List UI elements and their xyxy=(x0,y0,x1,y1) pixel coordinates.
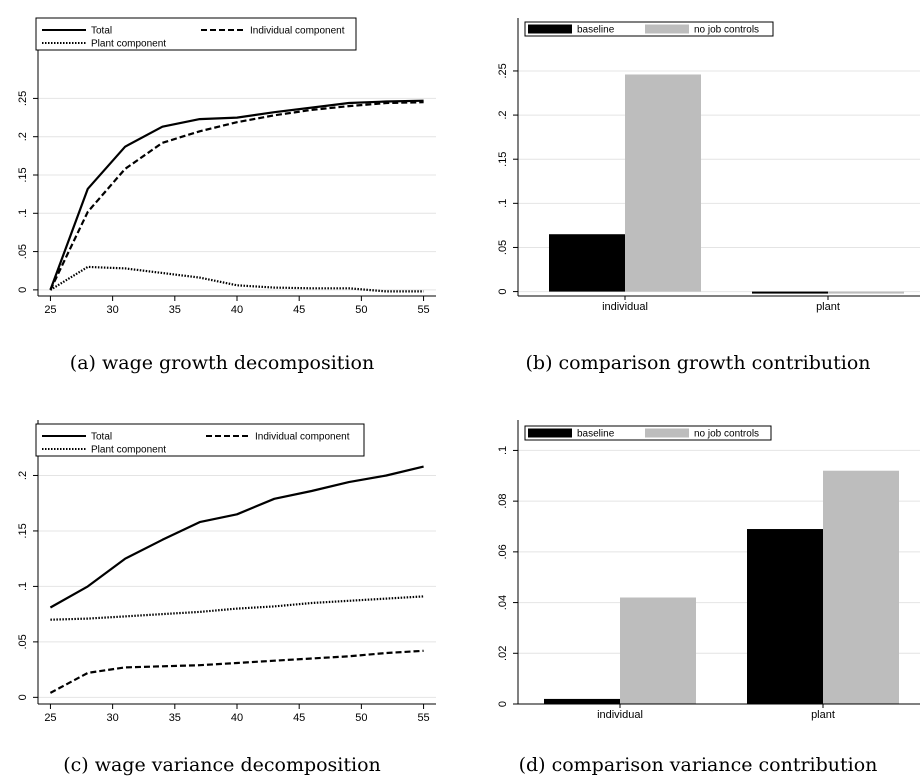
x-tick-label-a-6: 55 xyxy=(417,304,429,316)
x-tick-label-a-0: 25 xyxy=(44,304,56,316)
y-tick-label-b-2: .1 xyxy=(497,199,509,208)
y-tick-label-a-1: .05 xyxy=(17,244,29,259)
bar-d-plant-no-job-controls xyxy=(823,470,899,704)
legend-label-c-2: Plant component xyxy=(91,445,166,456)
y-tick-label-a-3: .15 xyxy=(17,167,29,182)
series-line-c-plant-component xyxy=(50,595,424,621)
x-tick-label-c-5: 50 xyxy=(355,712,367,724)
legend-swatch-d-1 xyxy=(645,428,689,438)
y-tick-label-a-5: .25 xyxy=(17,91,29,106)
bar-b-plant-no-job-controls xyxy=(828,291,904,294)
x-tick-label-c-1: 30 xyxy=(107,712,119,724)
x-tick-label-a-1: 30 xyxy=(107,304,119,316)
y-tick-label-d-2: .04 xyxy=(497,595,509,610)
panel-c-line-chart: 0 .05 .1 .15 .2 25 30 35 40 45 50 55 Total Individua… xyxy=(17,420,436,776)
y-tick-label-d-5: .1 xyxy=(497,446,509,455)
y-tick-label-c-1: .05 xyxy=(17,634,29,649)
legend-label-a-1: Individual component xyxy=(250,26,345,37)
panel-d-bar-chart: 0 .02 .04 .06 .08 .1 individual plant baseline n… xyxy=(497,420,920,776)
y-tick-label-d-1: .02 xyxy=(497,646,509,661)
x-tick-label-a-4: 45 xyxy=(293,304,305,316)
legend-label-b-0: baseline xyxy=(577,25,615,36)
y-tick-label-d-0: 0 xyxy=(497,701,509,707)
x-tick-label-c-0: 25 xyxy=(44,712,56,724)
x-tick-label-a-5: 50 xyxy=(355,304,367,316)
x-tick-label-c-4: 45 xyxy=(293,712,305,724)
series-line-a-total xyxy=(49,99,424,291)
legend-swatch-b-1 xyxy=(645,24,689,34)
y-tick-label-c-4: .2 xyxy=(17,471,29,480)
legend-c: Total Individual component Plant component xyxy=(35,423,365,457)
y-tick-label-c-2: .1 xyxy=(17,582,29,591)
y-tick-label-c-0: 0 xyxy=(17,694,29,700)
bar-b-individual-no-job-controls xyxy=(625,74,701,292)
series-line-c-total xyxy=(49,465,424,609)
y-tick-label-b-0: 0 xyxy=(497,289,509,295)
x-tick-label-c-2: 35 xyxy=(169,712,181,724)
legend-swatch-d-0 xyxy=(528,428,572,438)
legend-label-d-0: baseline xyxy=(577,429,615,440)
caption-d: (d) comparison variance contribution xyxy=(519,754,878,776)
legend-label-d-1: no job controls xyxy=(694,429,759,440)
y-tick-label-b-1: .05 xyxy=(497,240,509,255)
y-tick-label-b-3: .15 xyxy=(497,152,509,167)
bar-d-individual-no-job-controls xyxy=(620,597,696,704)
x-tick-label-d-0: individual xyxy=(597,709,643,721)
y-tick-label-c-3: .15 xyxy=(17,523,29,538)
y-tick-label-b-5: .25 xyxy=(497,63,509,78)
legend-a: Total Individual component Plant component xyxy=(35,17,357,51)
caption-b: (b) comparison growth contribution xyxy=(526,352,871,374)
series-line-a-plant-component xyxy=(49,265,424,293)
legend-label-c-0: Total xyxy=(91,432,112,443)
bar-b-plant-baseline xyxy=(752,291,828,294)
x-tick-label-b-1: plant xyxy=(816,301,840,313)
bar-d-plant-baseline xyxy=(747,529,823,704)
y-tick-label-d-3: .06 xyxy=(497,544,509,559)
x-tick-label-a-3: 40 xyxy=(231,304,243,316)
y-tick-label-a-4: .2 xyxy=(17,132,29,141)
legend-label-b-1: no job controls xyxy=(694,25,759,36)
y-tick-label-a-2: .1 xyxy=(17,209,29,218)
legend-label-a-0: Total xyxy=(91,26,112,37)
x-tick-label-a-2: 35 xyxy=(169,304,181,316)
caption-a: (a) wage growth decomposition xyxy=(70,352,374,374)
panel-a-line-chart: 0 .05 .1 .15 .2 .25 25 30 35 40 45 50 55 Total Indivi… xyxy=(17,17,436,374)
legend-label-c-1: Individual component xyxy=(255,432,350,443)
x-tick-label-d-1: plant xyxy=(811,709,835,721)
x-tick-label-c-3: 40 xyxy=(231,712,243,724)
bar-b-individual-baseline xyxy=(549,234,625,292)
legend-label-a-2: Plant component xyxy=(91,39,166,50)
x-tick-label-c-6: 55 xyxy=(417,712,429,724)
legend-b: baseline no job controls xyxy=(524,21,774,37)
panel-b-bar-chart: 0 .05 .1 .15 .2 .25 individual plant baseline no… xyxy=(497,18,920,374)
bar-d-individual-baseline xyxy=(544,698,620,704)
series-line-c-individual-component xyxy=(49,649,424,694)
legend-swatch-b-0 xyxy=(528,24,572,34)
series-line-a-individual-component xyxy=(49,101,424,291)
y-tick-label-b-4: .2 xyxy=(497,110,509,119)
y-tick-label-d-4: .08 xyxy=(497,493,509,508)
y-tick-label-a-0: 0 xyxy=(17,287,29,293)
x-tick-label-b-0: individual xyxy=(602,301,648,313)
legend-d: baseline no job controls xyxy=(524,425,772,441)
caption-c: (c) wage variance decomposition xyxy=(63,754,381,776)
